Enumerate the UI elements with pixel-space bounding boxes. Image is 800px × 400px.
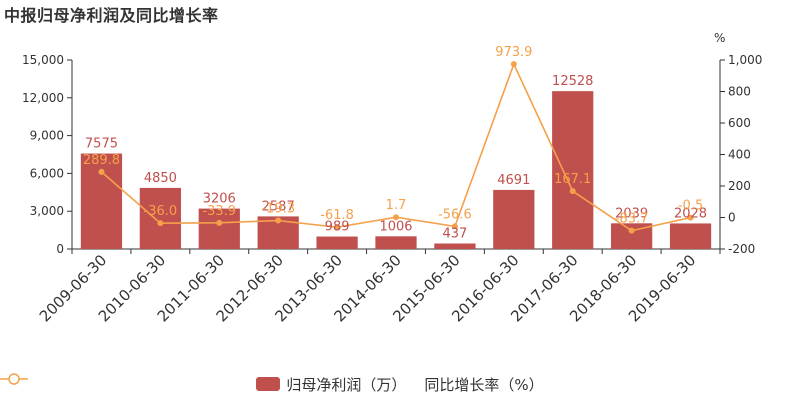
bar — [80, 153, 123, 249]
bar-value-label: 2587 — [262, 199, 295, 214]
chart-title: 中报归母净利润及同比增长率 — [4, 6, 219, 25]
growth-point — [628, 227, 635, 234]
growth-value-label: -36.0 — [144, 204, 178, 219]
growth-value-label: 973.9 — [495, 45, 532, 60]
bar — [316, 236, 358, 249]
y-right-tick-label: 600 — [728, 116, 751, 130]
bar — [493, 189, 535, 249]
growth-value-label: -83.7 — [615, 212, 649, 227]
legend-bar-swatch — [256, 377, 281, 391]
y-right-tick-label: 0 — [728, 211, 736, 225]
growth-value-label: -19.3 — [261, 202, 295, 217]
bar-value-label: 1006 — [379, 219, 412, 234]
y-left-tick-label: 15,000 — [22, 53, 64, 67]
growth-point — [98, 168, 105, 175]
y-left-tick-label: 6,000 — [30, 166, 64, 180]
bar-value-label: 12528 — [552, 74, 593, 89]
chart-legend[interactable]: 归母净利润（万） 同比增长率（%） — [0, 372, 800, 396]
growth-point — [687, 214, 694, 221]
y-right-tick-label: 800 — [728, 85, 751, 99]
growth-point — [393, 214, 399, 221]
bar-value-label: 989 — [325, 220, 350, 235]
growth-point — [334, 224, 341, 231]
legend-line-swatch — [0, 373, 28, 385]
growth-point — [569, 188, 576, 195]
bar — [198, 208, 240, 249]
legend-line-label: 同比增长率（%） — [424, 375, 544, 394]
y-left-tick-label: 3,000 — [30, 204, 64, 218]
growth-value-label: 1.7 — [386, 198, 407, 213]
growth-point — [275, 217, 282, 224]
bar-value-label: 3206 — [203, 192, 236, 207]
growth-value-label: 167.1 — [554, 172, 591, 187]
growth-value-label: -0.5 — [678, 199, 703, 214]
bar — [375, 236, 417, 249]
bar-value-label: 4850 — [144, 171, 177, 186]
bar — [434, 243, 476, 249]
legend-item-bar[interactable]: 归母净利润（万） — [256, 374, 406, 395]
bar-value-label: 7575 — [85, 137, 118, 152]
legend-item-line[interactable]: 同比增长率（%） — [0, 373, 544, 395]
y-left-tick-label: 0 — [56, 242, 64, 256]
legend-bar-label: 归母净利润（万） — [286, 375, 407, 394]
growth-point — [216, 219, 223, 226]
growth-point — [510, 61, 517, 68]
bar — [552, 91, 594, 249]
bar — [139, 187, 181, 249]
bar-value-label: 437 — [442, 226, 467, 241]
y-right-tick-label: 400 — [728, 148, 751, 162]
y-right-unit: % — [714, 31, 725, 45]
bar-value-label: 2028 — [674, 206, 707, 221]
y-left-tick-label: 12,000 — [22, 91, 64, 105]
y-right-tick-label: -200 — [728, 242, 755, 256]
y-right-tick-label: 200 — [728, 179, 751, 193]
growth-point — [451, 223, 458, 230]
y-right-tick-label: 1,000 — [728, 53, 762, 67]
growth-value-label: 289.8 — [83, 153, 120, 168]
growth-value-label: -61.8 — [320, 208, 354, 223]
y-left-tick-label: 9,000 — [30, 129, 64, 143]
growth-value-label: -33.9 — [202, 204, 236, 219]
growth-value-label: -56.6 — [438, 207, 472, 222]
growth-point — [157, 220, 164, 227]
bar-value-label: 4691 — [497, 173, 530, 188]
bar-value-label: 2039 — [615, 206, 648, 221]
bar — [669, 223, 712, 249]
